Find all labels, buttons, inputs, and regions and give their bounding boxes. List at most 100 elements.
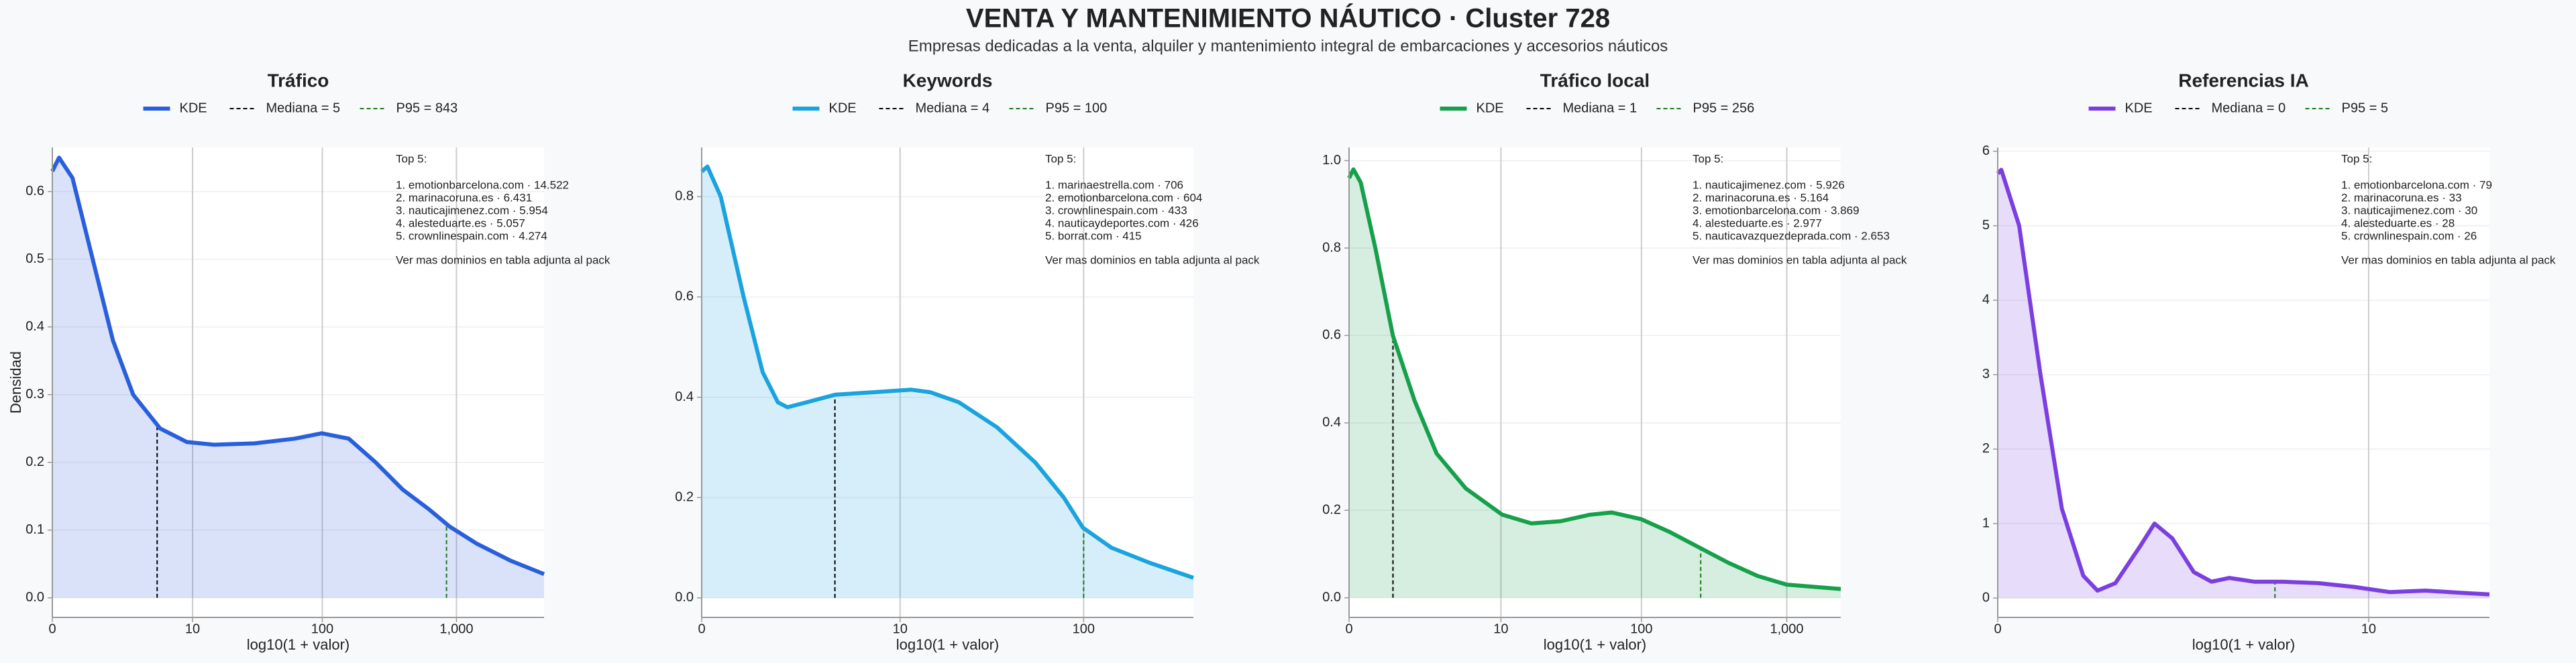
y-tick-label: 0.0	[675, 590, 694, 605]
y-tick-label: 0.2	[25, 455, 44, 469]
x-tick-label: 10	[185, 621, 200, 636]
x-tick-label: 1,000	[439, 621, 473, 636]
annotation-title: Top 5:	[1693, 152, 1723, 165]
annotation-line: 3. emotionbarcelona.com · 3.869	[1693, 204, 1860, 217]
chart-title: Keywords	[903, 70, 993, 91]
kde-area	[702, 166, 1193, 598]
kde-area	[52, 158, 544, 598]
annotation-line: 2. marinacoruna.es · 5.164	[1693, 191, 1829, 204]
y-tick-label: 2	[1982, 441, 1990, 456]
x-tick-label: 100	[1630, 621, 1652, 636]
annotation-line: 1. nauticajimenez.com · 5.926	[1693, 178, 1845, 191]
annotation-line: 2. emotionbarcelona.com · 604	[1045, 191, 1202, 204]
legend-label: Mediana = 1	[1563, 101, 1638, 115]
annotation-line: 5. borrat.com · 415	[1045, 229, 1142, 242]
kde-area	[1998, 170, 2489, 599]
y-tick-label: 0.3	[25, 387, 44, 402]
x-tick-label: 10	[1493, 621, 1508, 636]
annotation-note: Ver mas dominios en tabla adjunta al pac…	[2341, 253, 2556, 266]
y-tick-label: 0.4	[1322, 415, 1341, 430]
annotation-line: 1. emotionbarcelona.com · 14.522	[396, 178, 569, 191]
page-title: VENTA Y MANTENIMIENTO NÁUTICO · Cluster …	[966, 3, 1610, 34]
annotation-line: 4. alesteduarte.es · 2.977	[1693, 217, 1822, 229]
annotation-line: 2. marinacoruna.es · 6.431	[396, 191, 532, 204]
annotation-line: 5. crownlinespain.com · 4.274	[396, 229, 547, 242]
y-tick-label: 0.8	[675, 189, 694, 204]
x-tick-label: 100	[311, 621, 333, 636]
kde-line	[1347, 167, 1841, 591]
annotation-line: 4. nauticaydeportes.com · 426	[1045, 217, 1199, 229]
y-tick-label: 0.4	[675, 389, 694, 404]
legend-label: KDE	[180, 101, 207, 115]
y-tick-label: 0.6	[675, 289, 694, 304]
annotation-line: 1. marinaestrella.com · 706	[1045, 178, 1183, 191]
legend-label: P95 = 256	[1693, 101, 1755, 115]
x-tick-label: 0	[48, 621, 56, 636]
page-subtitle: Empresas dedicadas a la venta, alquiler …	[908, 37, 1668, 55]
chart-title: Tráfico	[268, 70, 329, 91]
legend-label: Mediana = 4	[916, 101, 990, 115]
y-tick-label: 0	[1982, 590, 1990, 605]
annotation-line: 2. marinacoruna.es · 33	[2341, 191, 2462, 204]
y-tick-label: 0.0	[1322, 590, 1341, 605]
annotation-title: Top 5:	[2341, 152, 2372, 165]
y-tick-label: 0.1	[25, 522, 44, 537]
y-tick-label: 0.6	[1322, 328, 1341, 343]
y-tick-label: 0.2	[1322, 503, 1341, 518]
kde-line	[50, 156, 545, 577]
x-tick-label: 10	[2361, 621, 2376, 636]
y-tick-label: 0.2	[675, 489, 694, 504]
x-tick-label: 10	[893, 621, 908, 636]
annotation-line: 4. alesteduarte.es · 5.057	[396, 217, 525, 229]
annotation-line: 3. nauticajimenez.com · 5.954	[396, 204, 548, 217]
x-tick-label: 1,000	[1770, 621, 1803, 636]
legend-label: KDE	[2125, 101, 2153, 115]
y-axis-label: Densidad	[7, 351, 24, 414]
y-tick-label: 0.8	[1322, 240, 1341, 255]
annotation-title: Top 5:	[396, 152, 427, 165]
y-tick-label: 0.6	[25, 184, 44, 198]
annotation-line: 5. crownlinespain.com · 26	[2341, 229, 2477, 242]
kde-area	[1349, 169, 1841, 598]
annotation-note: Ver mas dominios en tabla adjunta al pac…	[396, 253, 610, 266]
legend-label: P95 = 843	[396, 101, 458, 115]
y-tick-label: 5	[1982, 218, 1990, 233]
y-tick-label: 1.0	[1322, 153, 1341, 168]
x-axis-label: log10(1 + valor)	[1544, 636, 1646, 653]
y-tick-label: 0.0	[25, 590, 44, 605]
annotation-note: Ver mas dominios en tabla adjunta al pac…	[1045, 253, 1260, 266]
legend-label: Mediana = 0	[2212, 101, 2286, 115]
y-tick-label: 0.5	[25, 251, 44, 266]
legend-label: P95 = 5	[2342, 101, 2389, 115]
legend-label: P95 = 100	[1046, 101, 1108, 115]
chart-title: Tráfico local	[1540, 70, 1650, 91]
kde-line	[700, 164, 1194, 580]
x-tick-label: 0	[698, 621, 705, 636]
plot-area	[702, 147, 1193, 617]
kde-line	[1996, 168, 2490, 597]
x-tick-label: 0	[1345, 621, 1352, 636]
annotation-line: 1. emotionbarcelona.com · 79	[2341, 178, 2492, 191]
x-axis-label: log10(1 + valor)	[247, 636, 350, 653]
y-tick-label: 3	[1982, 367, 1990, 381]
plot-area	[1349, 147, 1841, 617]
legend-label: KDE	[829, 101, 857, 115]
x-axis-label: log10(1 + valor)	[2192, 636, 2295, 653]
annotation-note: Ver mas dominios en tabla adjunta al pac…	[1693, 253, 1907, 266]
y-tick-label: 1	[1982, 516, 1990, 530]
chart-title: Referencias IA	[2178, 70, 2309, 91]
plot-area	[52, 147, 544, 617]
legend-label: KDE	[1477, 101, 1504, 115]
x-tick-label: 0	[1994, 621, 2001, 636]
legend-label: Mediana = 5	[266, 101, 341, 115]
annotation-line: 3. nauticajimenez.com · 30	[2341, 204, 2477, 217]
x-axis-label: log10(1 + valor)	[896, 636, 999, 653]
y-tick-label: 6	[1982, 143, 1990, 158]
y-tick-label: 0.4	[25, 319, 44, 334]
annotation-line: 3. crownlinespain.com · 433	[1045, 204, 1187, 217]
annotation-line: 4. alesteduarte.es · 28	[2341, 217, 2455, 229]
annotation-title: Top 5:	[1045, 152, 1076, 165]
y-tick-label: 4	[1982, 292, 1990, 307]
annotation-line: 5. nauticavazquezdeprada.com · 2.653	[1693, 229, 1890, 242]
